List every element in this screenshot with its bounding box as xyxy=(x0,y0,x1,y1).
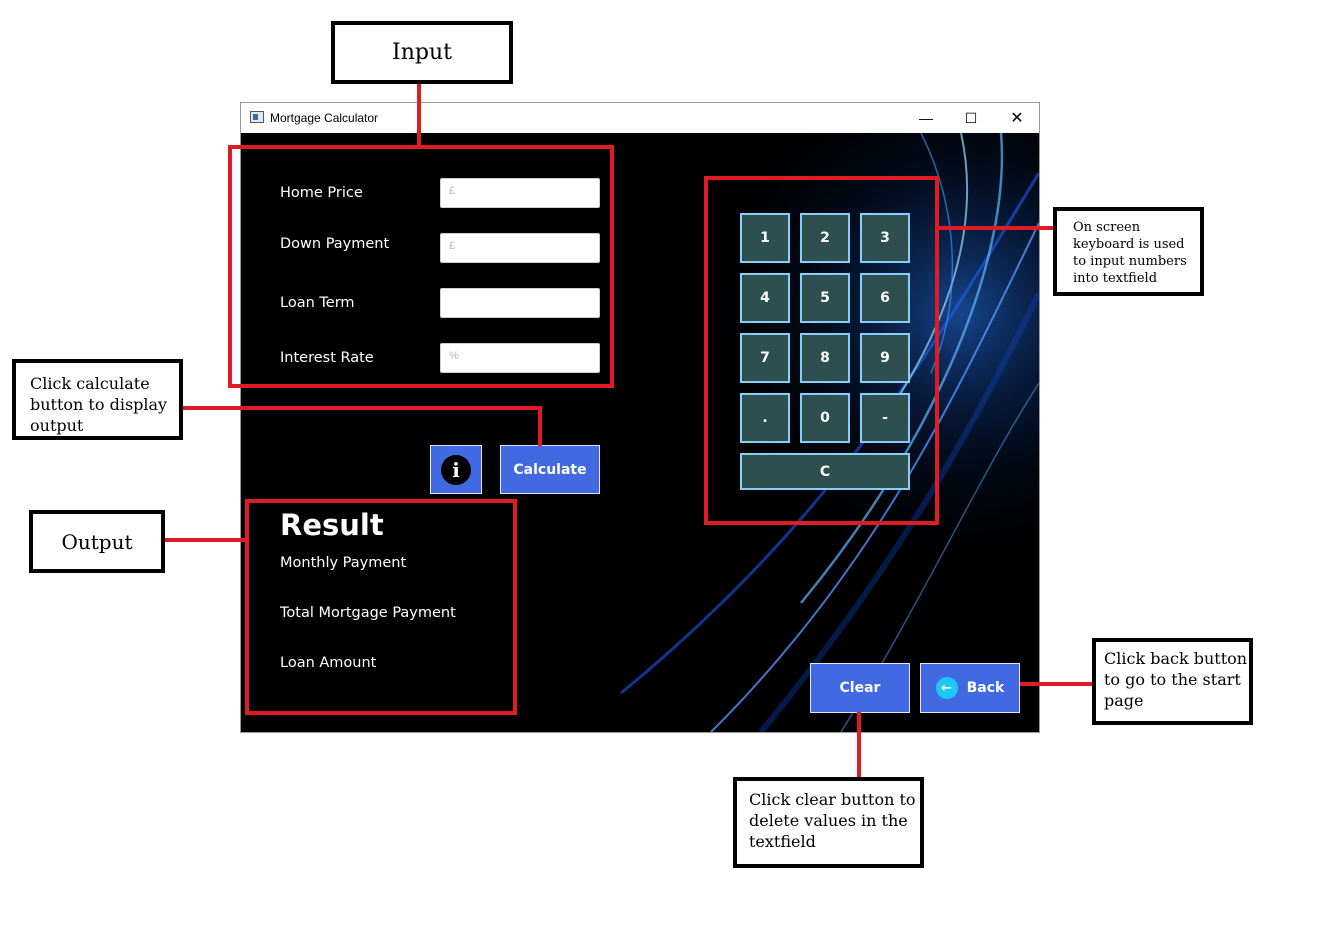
home-price-label: Home Price xyxy=(280,185,363,201)
input-connector xyxy=(417,84,421,146)
keypad-key[interactable]: . xyxy=(740,393,790,443)
info-icon: i xyxy=(441,454,471,485)
keypad-key[interactable]: 7 xyxy=(740,333,790,383)
interest-rate-input[interactable]: % xyxy=(440,343,600,373)
keyboard-callout: On screen keyboard is used to input numb… xyxy=(1053,207,1204,296)
title-bar: Mortgage Calculator — ☐ ✕ xyxy=(241,103,1039,133)
home-price-input[interactable]: £ xyxy=(440,178,600,208)
loan-term-input[interactable] xyxy=(440,288,600,318)
clear-callout: Click clear button to delete values in t… xyxy=(733,777,924,868)
input-highlight-box xyxy=(228,145,614,388)
down-payment-input[interactable]: £ xyxy=(440,233,600,263)
main-content: Home Price £ Down Payment £ Loan Term In… xyxy=(241,133,1039,732)
keypad-key[interactable]: 5 xyxy=(800,273,850,323)
keypad-highlight-box xyxy=(704,176,939,525)
back-button-label: Back xyxy=(966,680,1005,696)
result-title: Result xyxy=(280,508,384,542)
back-button[interactable]: ← Back xyxy=(920,663,1020,713)
close-button[interactable]: ✕ xyxy=(1010,110,1024,127)
keypad-key[interactable]: - xyxy=(860,393,910,443)
keypad-key[interactable]: 2 xyxy=(800,213,850,263)
app-icon xyxy=(250,111,264,123)
keypad-key[interactable]: 6 xyxy=(860,273,910,323)
input-callout: Input xyxy=(331,21,513,84)
window-title: Mortgage Calculator xyxy=(270,111,379,125)
back-connector xyxy=(1020,682,1093,686)
maximize-button[interactable]: ☐ xyxy=(964,109,978,126)
clear-connector xyxy=(857,712,861,779)
output-connector xyxy=(165,538,247,542)
keypad-key[interactable]: 9 xyxy=(860,333,910,383)
back-arrow-icon: ← xyxy=(935,677,958,699)
loan-amount-label: Loan Amount xyxy=(280,655,377,671)
calculate-connector-v xyxy=(538,406,542,446)
monthly-payment-label: Monthly Payment xyxy=(280,555,407,571)
loan-term-label: Loan Term xyxy=(280,295,355,311)
down-payment-label: Down Payment xyxy=(280,236,390,252)
app-window: Mortgage Calculator — ☐ ✕ xyxy=(240,102,1040,733)
keypad-key[interactable]: 8 xyxy=(800,333,850,383)
output-highlight-box xyxy=(245,499,517,715)
keypad-key[interactable]: 0 xyxy=(800,393,850,443)
clear-button[interactable]: Clear xyxy=(810,663,910,713)
output-callout: Output xyxy=(29,510,165,573)
minimize-button[interactable]: — xyxy=(919,110,933,126)
interest-rate-label: Interest Rate xyxy=(280,350,374,366)
calculate-callout: Click calculate button to display output xyxy=(12,359,183,440)
keypad-key[interactable]: 4 xyxy=(740,273,790,323)
keypad-connector xyxy=(939,226,1054,230)
keypad-key[interactable]: 3 xyxy=(860,213,910,263)
calculate-button[interactable]: Calculate xyxy=(500,445,600,494)
calculate-connector-h xyxy=(183,406,542,410)
back-callout: Click back button to go to the start pag… xyxy=(1092,638,1253,725)
total-mortgage-payment-label: Total Mortgage Payment xyxy=(280,605,456,621)
info-button[interactable]: i xyxy=(430,445,482,494)
keypad-key[interactable]: 1 xyxy=(740,213,790,263)
keypad-clear-key[interactable]: C xyxy=(740,453,910,490)
